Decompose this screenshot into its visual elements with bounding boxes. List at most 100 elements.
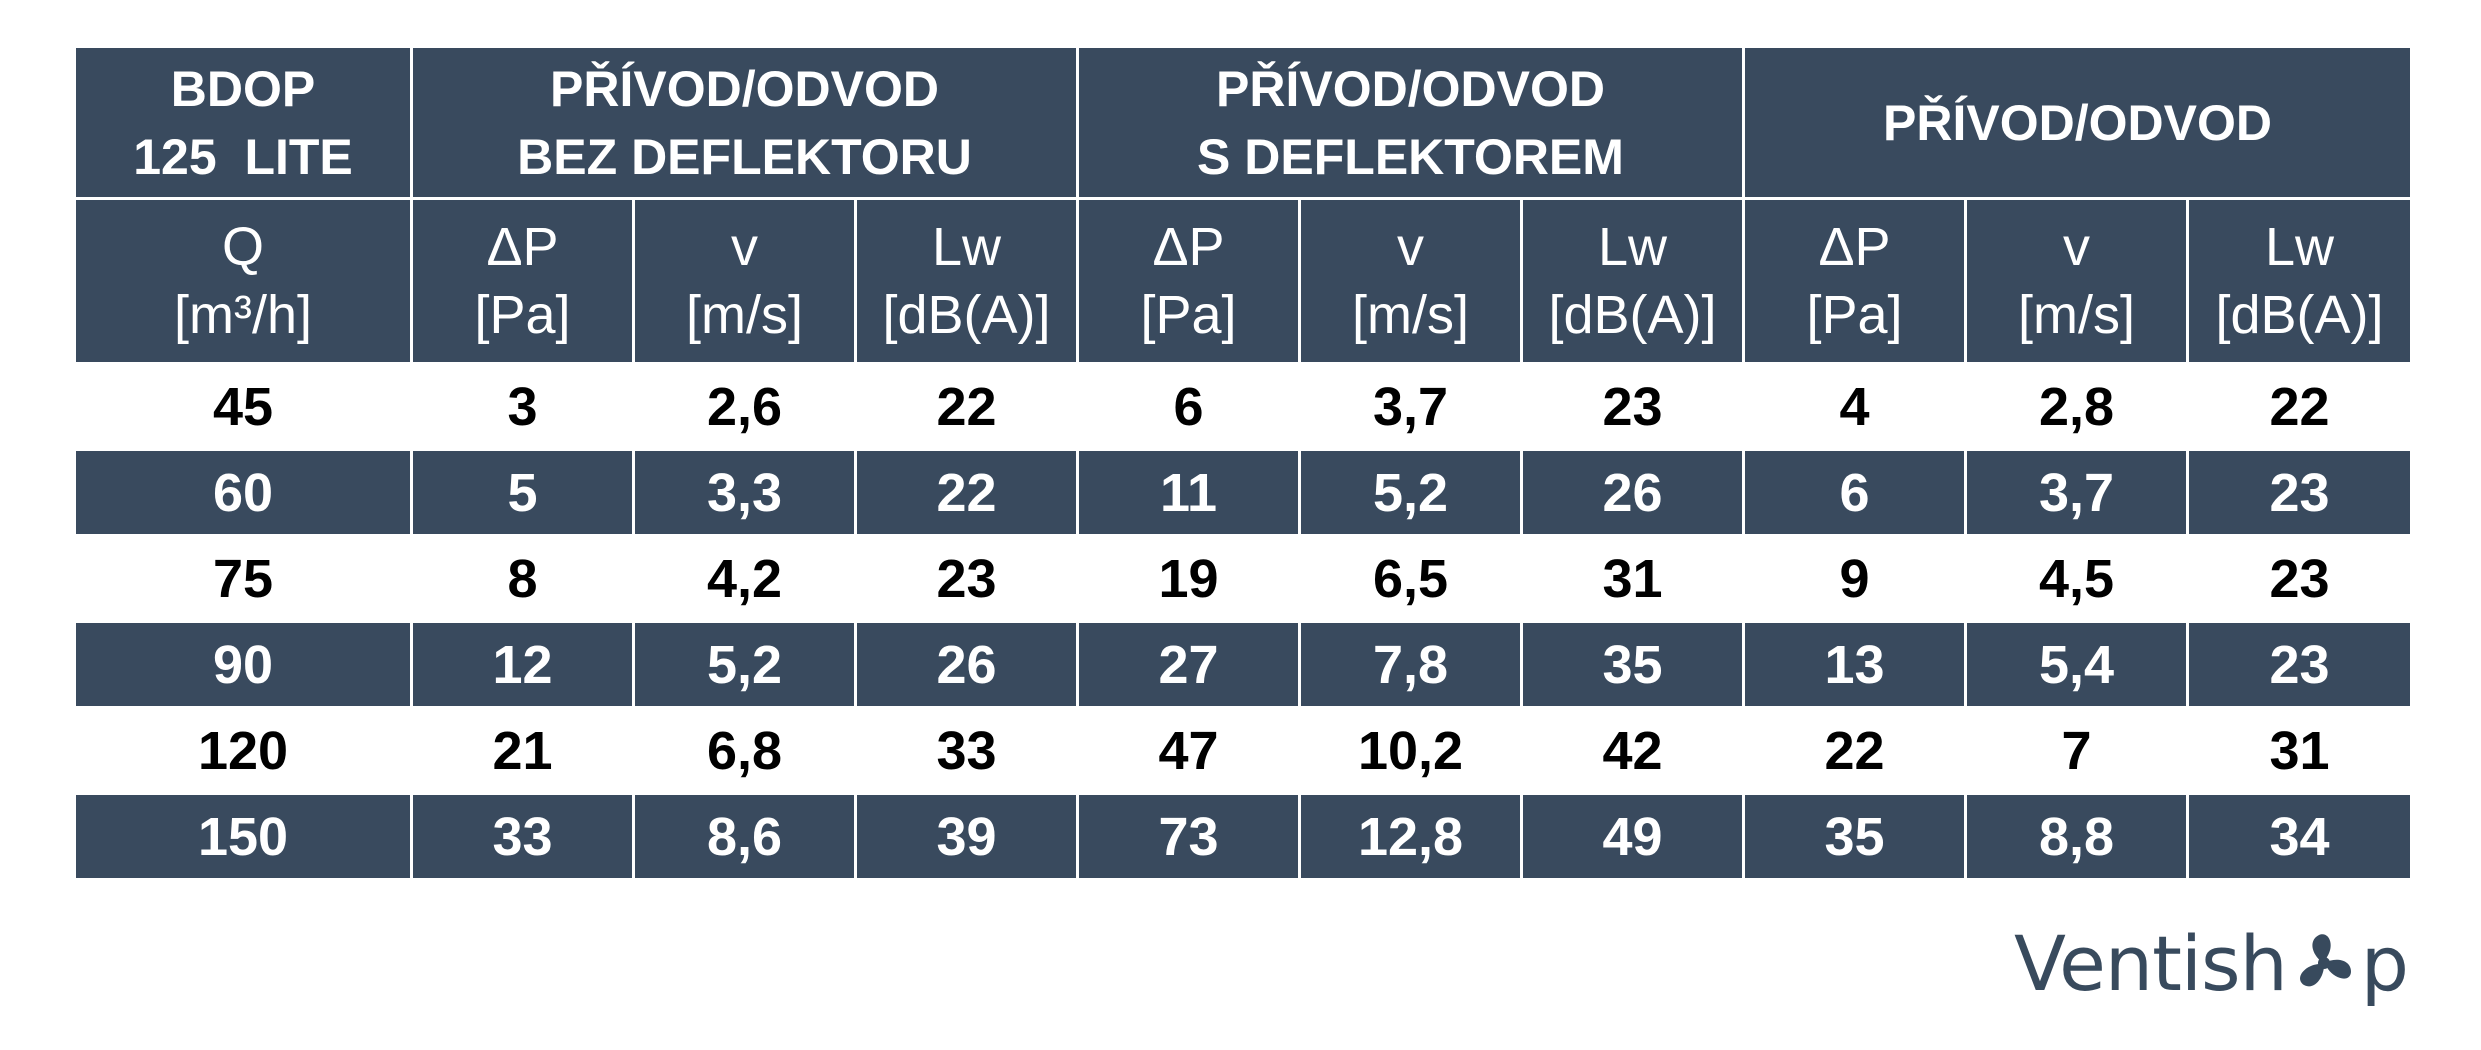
- cell-value: 10,2: [1298, 706, 1523, 795]
- column-symbol: v: [731, 217, 758, 277]
- cell-value: 13: [1742, 620, 1967, 709]
- table-row: 90 12 5,2 26 27 7,8 35 13 5,4 23: [73, 620, 2414, 709]
- cell-value: 23: [1520, 362, 1745, 451]
- cell-value: 22: [854, 448, 1079, 537]
- model-header-cell: BDOP 125 LITE: [73, 45, 413, 200]
- column-header-lw: Lw [dB(A)]: [854, 197, 1079, 365]
- cell-value: 3,3: [632, 448, 857, 537]
- cell-value: 39: [854, 792, 1079, 881]
- column-unit: [m/s]: [1352, 285, 1469, 345]
- cell-value: 8,6: [632, 792, 857, 881]
- group-header-without-deflector: PŘÍVOD/ODVOD BEZ DEFLEKTORU: [410, 45, 1079, 200]
- column-symbol: Lw: [1597, 217, 1668, 277]
- group-title: PŘÍVOD/ODVOD: [550, 60, 939, 117]
- table-row: 120 21 6,8 33 47 10,2 42 22 7 31: [73, 706, 2414, 795]
- cell-value: 35: [1742, 792, 1967, 881]
- cell-q: 120: [73, 706, 413, 795]
- column-symbol: Lw: [931, 217, 1002, 277]
- cell-value: 26: [854, 620, 1079, 709]
- cell-value: 6,5: [1298, 534, 1523, 623]
- column-symbol: Lw: [2265, 217, 2335, 277]
- cell-value: 31: [1520, 534, 1745, 623]
- column-header-lw: Lw [dB(A)]: [2185, 197, 2414, 365]
- column-symbol: ΔP: [486, 217, 559, 277]
- model-name: BDOP: [170, 60, 316, 117]
- cell-value: 11: [1076, 448, 1301, 537]
- cell-value: 8: [410, 534, 635, 623]
- performance-table: BDOP 125 LITE PŘÍVOD/ODVOD BEZ DEFLEKTOR…: [73, 45, 2414, 881]
- cell-value: 23: [854, 534, 1079, 623]
- cell-value: 22: [854, 362, 1079, 451]
- table-row: 45 3 2,6 22 6 3,7 23 4 2,8 22: [73, 362, 2414, 451]
- cell-value: 3: [410, 362, 635, 451]
- ventishop-logo: Ventish p: [2014, 918, 2409, 1008]
- cell-value: 49: [1520, 792, 1745, 881]
- cell-value: 5,2: [632, 620, 857, 709]
- column-header-dp: ΔP [Pa]: [1076, 197, 1301, 365]
- cell-value: 23: [2185, 534, 2414, 623]
- group-header-with-deflector: PŘÍVOD/ODVOD S DEFLEKTOREM: [1076, 45, 1745, 200]
- column-unit: [Pa]: [1140, 285, 1237, 345]
- cell-q: 45: [73, 362, 413, 451]
- cell-value: 47: [1076, 706, 1301, 795]
- cell-value: 26: [1520, 448, 1745, 537]
- cell-value: 21: [410, 706, 635, 795]
- group-subtitle: BEZ DEFLEKTORU: [517, 128, 972, 185]
- column-symbol: Q: [221, 217, 264, 277]
- cell-value: 34: [2185, 792, 2414, 881]
- cell-value: 33: [410, 792, 635, 881]
- column-symbol: ΔP: [1818, 217, 1891, 277]
- column-header-dp: ΔP [Pa]: [410, 197, 635, 365]
- cell-q: 75: [73, 534, 413, 623]
- table-row: 60 5 3,3 22 11 5,2 26 6 3,7 23: [73, 448, 2414, 537]
- cell-value: 12,8: [1298, 792, 1523, 881]
- cell-value: 7: [1964, 706, 2189, 795]
- column-symbol: v: [1397, 217, 1424, 277]
- cell-value: 31: [2185, 706, 2414, 795]
- column-header-v: v [m/s]: [632, 197, 857, 365]
- group-subtitle: S DEFLEKTOREM: [1197, 128, 1624, 185]
- cell-value: 4,5: [1964, 534, 2189, 623]
- cell-value: 35: [1520, 620, 1745, 709]
- column-header-row: Q [m³/h] ΔP [Pa] v [m/s] Lw [dB(A)] ΔP [Pa] …: [73, 197, 2414, 365]
- cell-q: 90: [73, 620, 413, 709]
- cell-q: 150: [73, 792, 413, 881]
- logo-text-start: Ventish: [2014, 918, 2288, 1008]
- cell-value: 12: [410, 620, 635, 709]
- cell-value: 5,2: [1298, 448, 1523, 537]
- cell-value: 9: [1742, 534, 1967, 623]
- column-unit: [m/s]: [686, 285, 803, 345]
- column-symbol: v: [2063, 217, 2090, 277]
- cell-value: 27: [1076, 620, 1301, 709]
- column-unit: [dB(A)]: [1548, 285, 1717, 345]
- cell-value: 6: [1742, 448, 1967, 537]
- column-header-lw: Lw [dB(A)]: [1520, 197, 1745, 365]
- column-header-v: v [m/s]: [1298, 197, 1523, 365]
- cell-value: 23: [2185, 448, 2414, 537]
- group-header-row: BDOP 125 LITE PŘÍVOD/ODVOD BEZ DEFLEKTOR…: [73, 45, 2414, 200]
- cell-value: 2,8: [1964, 362, 2189, 451]
- model-variant: 125 LITE: [133, 128, 353, 185]
- cell-value: 3,7: [1964, 448, 2189, 537]
- column-unit: [Pa]: [474, 285, 571, 345]
- fan-icon: [2289, 927, 2359, 999]
- cell-value: 73: [1076, 792, 1301, 881]
- cell-value: 22: [2185, 362, 2414, 451]
- cell-value: 5,4: [1964, 620, 2189, 709]
- column-unit: [dB(A)]: [882, 285, 1051, 345]
- cell-value: 42: [1520, 706, 1745, 795]
- cell-value: 3,7: [1298, 362, 1523, 451]
- column-unit: [dB(A)]: [2215, 285, 2384, 345]
- group-title: PŘÍVOD/ODVOD: [1883, 94, 2272, 151]
- cell-value: 33: [854, 706, 1079, 795]
- column-unit: [Pa]: [1806, 285, 1903, 345]
- cell-q: 60: [73, 448, 413, 537]
- cell-value: 8,8: [1964, 792, 2189, 881]
- cell-value: 6,8: [632, 706, 857, 795]
- cell-value: 23: [2185, 620, 2414, 709]
- cell-value: 2,6: [632, 362, 857, 451]
- cell-value: 4: [1742, 362, 1967, 451]
- cell-value: 7,8: [1298, 620, 1523, 709]
- group-title: PŘÍVOD/ODVOD: [1216, 60, 1605, 117]
